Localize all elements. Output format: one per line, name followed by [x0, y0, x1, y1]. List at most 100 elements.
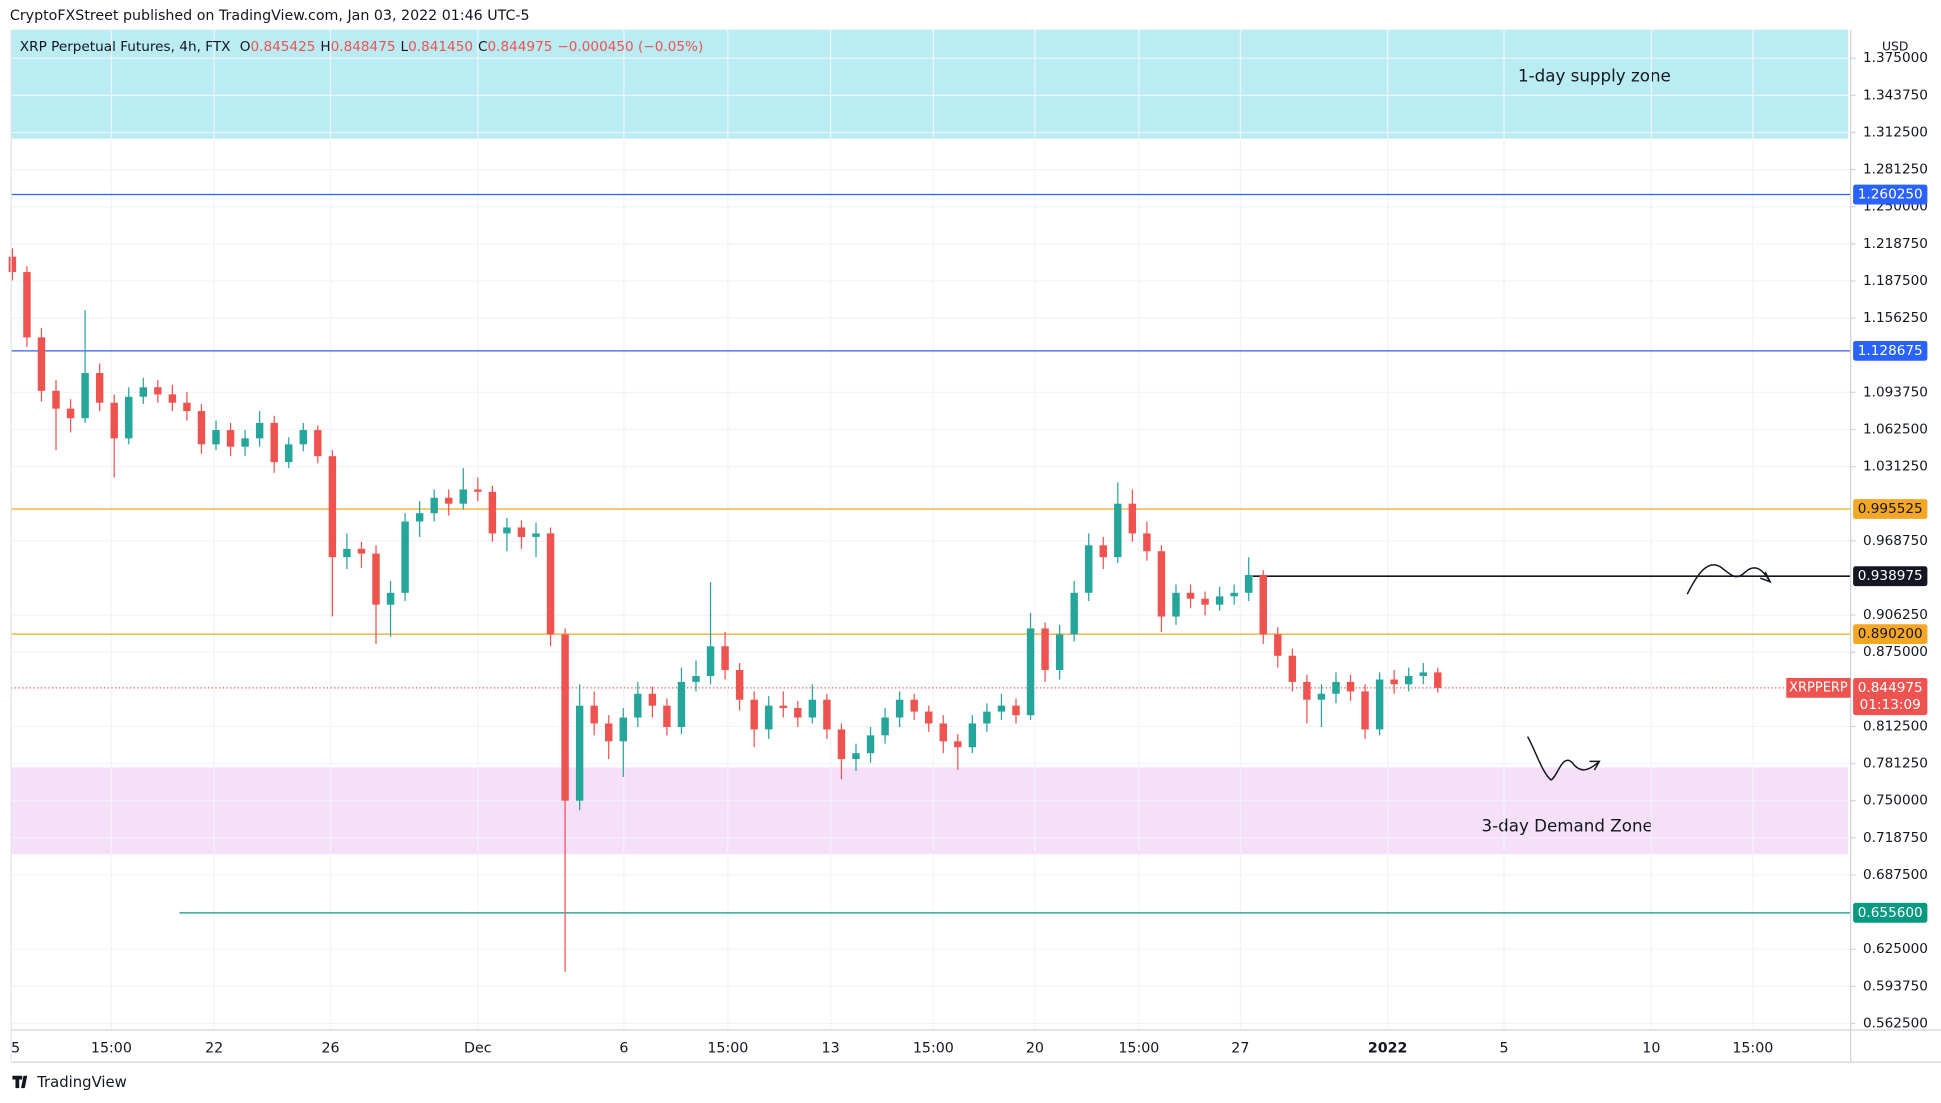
candle-body	[706, 646, 715, 676]
x-tick-label: 26	[321, 1041, 339, 1057]
y-tick-label: 0.625000	[1863, 941, 1928, 957]
candle-body	[8, 256, 17, 273]
candle-body	[895, 699, 904, 718]
legend-title: XRP Perpetual Futures, 4h, FTX	[20, 39, 231, 55]
candle-body	[983, 711, 991, 724]
y-tick-label: 1.031250	[1863, 459, 1928, 475]
candle-body	[183, 402, 191, 412]
candle-body	[270, 422, 278, 463]
legend-value: 0.845425	[250, 39, 315, 55]
grid	[10, 29, 1851, 1030]
price-level-label: 0.938975	[1858, 568, 1923, 584]
price-level-tag	[1853, 566, 1928, 587]
x-tick-label: 10	[1642, 1041, 1660, 1057]
zone-label: 3-day Demand Zone	[1481, 815, 1652, 835]
candle-body	[1361, 691, 1369, 730]
x-tick-label: 27	[1231, 1041, 1249, 1057]
candle-body	[517, 527, 526, 537]
candle-body	[1346, 681, 1355, 692]
candle-body	[546, 533, 555, 635]
y-tick-label: 0.562500	[1863, 1015, 1928, 1031]
candle-body	[1245, 574, 1253, 593]
candle-body	[692, 675, 700, 682]
candle-body	[125, 396, 133, 439]
publisher: CryptoFXStreet published on TradingView.…	[10, 8, 530, 24]
x-tick-label: 20	[1026, 1041, 1044, 1057]
candle-body	[95, 373, 104, 403]
price-level-label: 1.128675	[1858, 343, 1923, 359]
legend-value: 0.848475	[331, 39, 396, 55]
candle-body	[357, 548, 366, 554]
candle-body	[1085, 545, 1093, 593]
legend-key: O	[240, 39, 251, 55]
candle-body	[226, 430, 235, 447]
candle-body	[1375, 679, 1384, 730]
candle-body	[794, 708, 802, 718]
countdown-label: 01:13:09	[1860, 697, 1921, 713]
zones: 1-day supply zone 3-day Demand Zone	[11, 29, 1849, 855]
legend-key: H	[320, 39, 330, 55]
brand-name: TradingView	[36, 1073, 127, 1091]
candle-body	[328, 456, 337, 558]
legend-key: L	[400, 39, 408, 55]
candle-body	[1419, 672, 1427, 676]
candle-body	[197, 411, 206, 445]
price-level-tag	[1853, 902, 1928, 923]
y-tick-label: 0.687500	[1863, 867, 1928, 883]
candle-body	[1317, 693, 1326, 700]
candle-body	[997, 705, 1006, 712]
candle-body	[212, 430, 220, 445]
candle-body	[1274, 634, 1282, 656]
projection-arrow	[1686, 564, 1771, 595]
candle-body	[1041, 628, 1049, 671]
candle-body	[1434, 672, 1442, 688]
candle-body	[52, 390, 60, 409]
y-tick-label: 0.750000	[1863, 793, 1928, 809]
candle-body	[1172, 592, 1180, 617]
candle-body	[866, 735, 875, 754]
x-tick-label: 15:00	[1118, 1041, 1159, 1057]
candle-body	[634, 693, 642, 718]
candle-body	[81, 373, 89, 419]
candle-body	[648, 693, 657, 706]
candle-body	[677, 681, 686, 728]
candle-body	[823, 699, 831, 730]
candle-body	[1230, 592, 1238, 597]
symbol-label: XRPPERP	[1789, 680, 1848, 695]
candle-body	[1128, 503, 1137, 534]
y-tick-label: 1.281250	[1863, 162, 1928, 178]
legend-change: −0.000450 (−0.05%)	[557, 39, 703, 55]
candle-body	[881, 717, 889, 736]
candle-body	[1201, 598, 1209, 605]
candle-body	[1186, 592, 1195, 599]
y-tick-label: 1.156250	[1863, 310, 1928, 326]
price-level-tag	[1853, 340, 1928, 361]
candle-body	[1157, 551, 1166, 617]
candle-body	[590, 705, 598, 724]
arrow-head	[1760, 571, 1772, 584]
candle-body	[474, 489, 482, 492]
candle-body	[168, 394, 177, 403]
y-tick-label: 1.218750	[1863, 236, 1928, 252]
x-tick-label: 15:00	[707, 1041, 748, 1057]
candle-body	[1215, 596, 1224, 605]
brand-logo	[12, 1075, 28, 1089]
y-tick-label: 1.187500	[1863, 273, 1928, 289]
candle-body	[765, 705, 773, 730]
price-level-label: 1.260250	[1858, 187, 1923, 203]
zone-label: 1-day supply zone	[1518, 65, 1671, 85]
brand: TradingView	[12, 1073, 127, 1091]
candle-body	[619, 717, 627, 742]
zone	[11, 767, 1849, 855]
y-tick-label: 0.968750	[1863, 533, 1928, 549]
candle-body	[663, 705, 671, 728]
candle-body	[925, 711, 933, 724]
y-tick-label: 1.343750	[1863, 87, 1928, 103]
candle-body	[401, 521, 409, 593]
y-tick-label: 0.593750	[1863, 978, 1928, 994]
candle-body	[23, 272, 31, 338]
candle-body	[488, 491, 497, 534]
candle-body	[575, 705, 584, 801]
candle-body	[314, 430, 322, 457]
